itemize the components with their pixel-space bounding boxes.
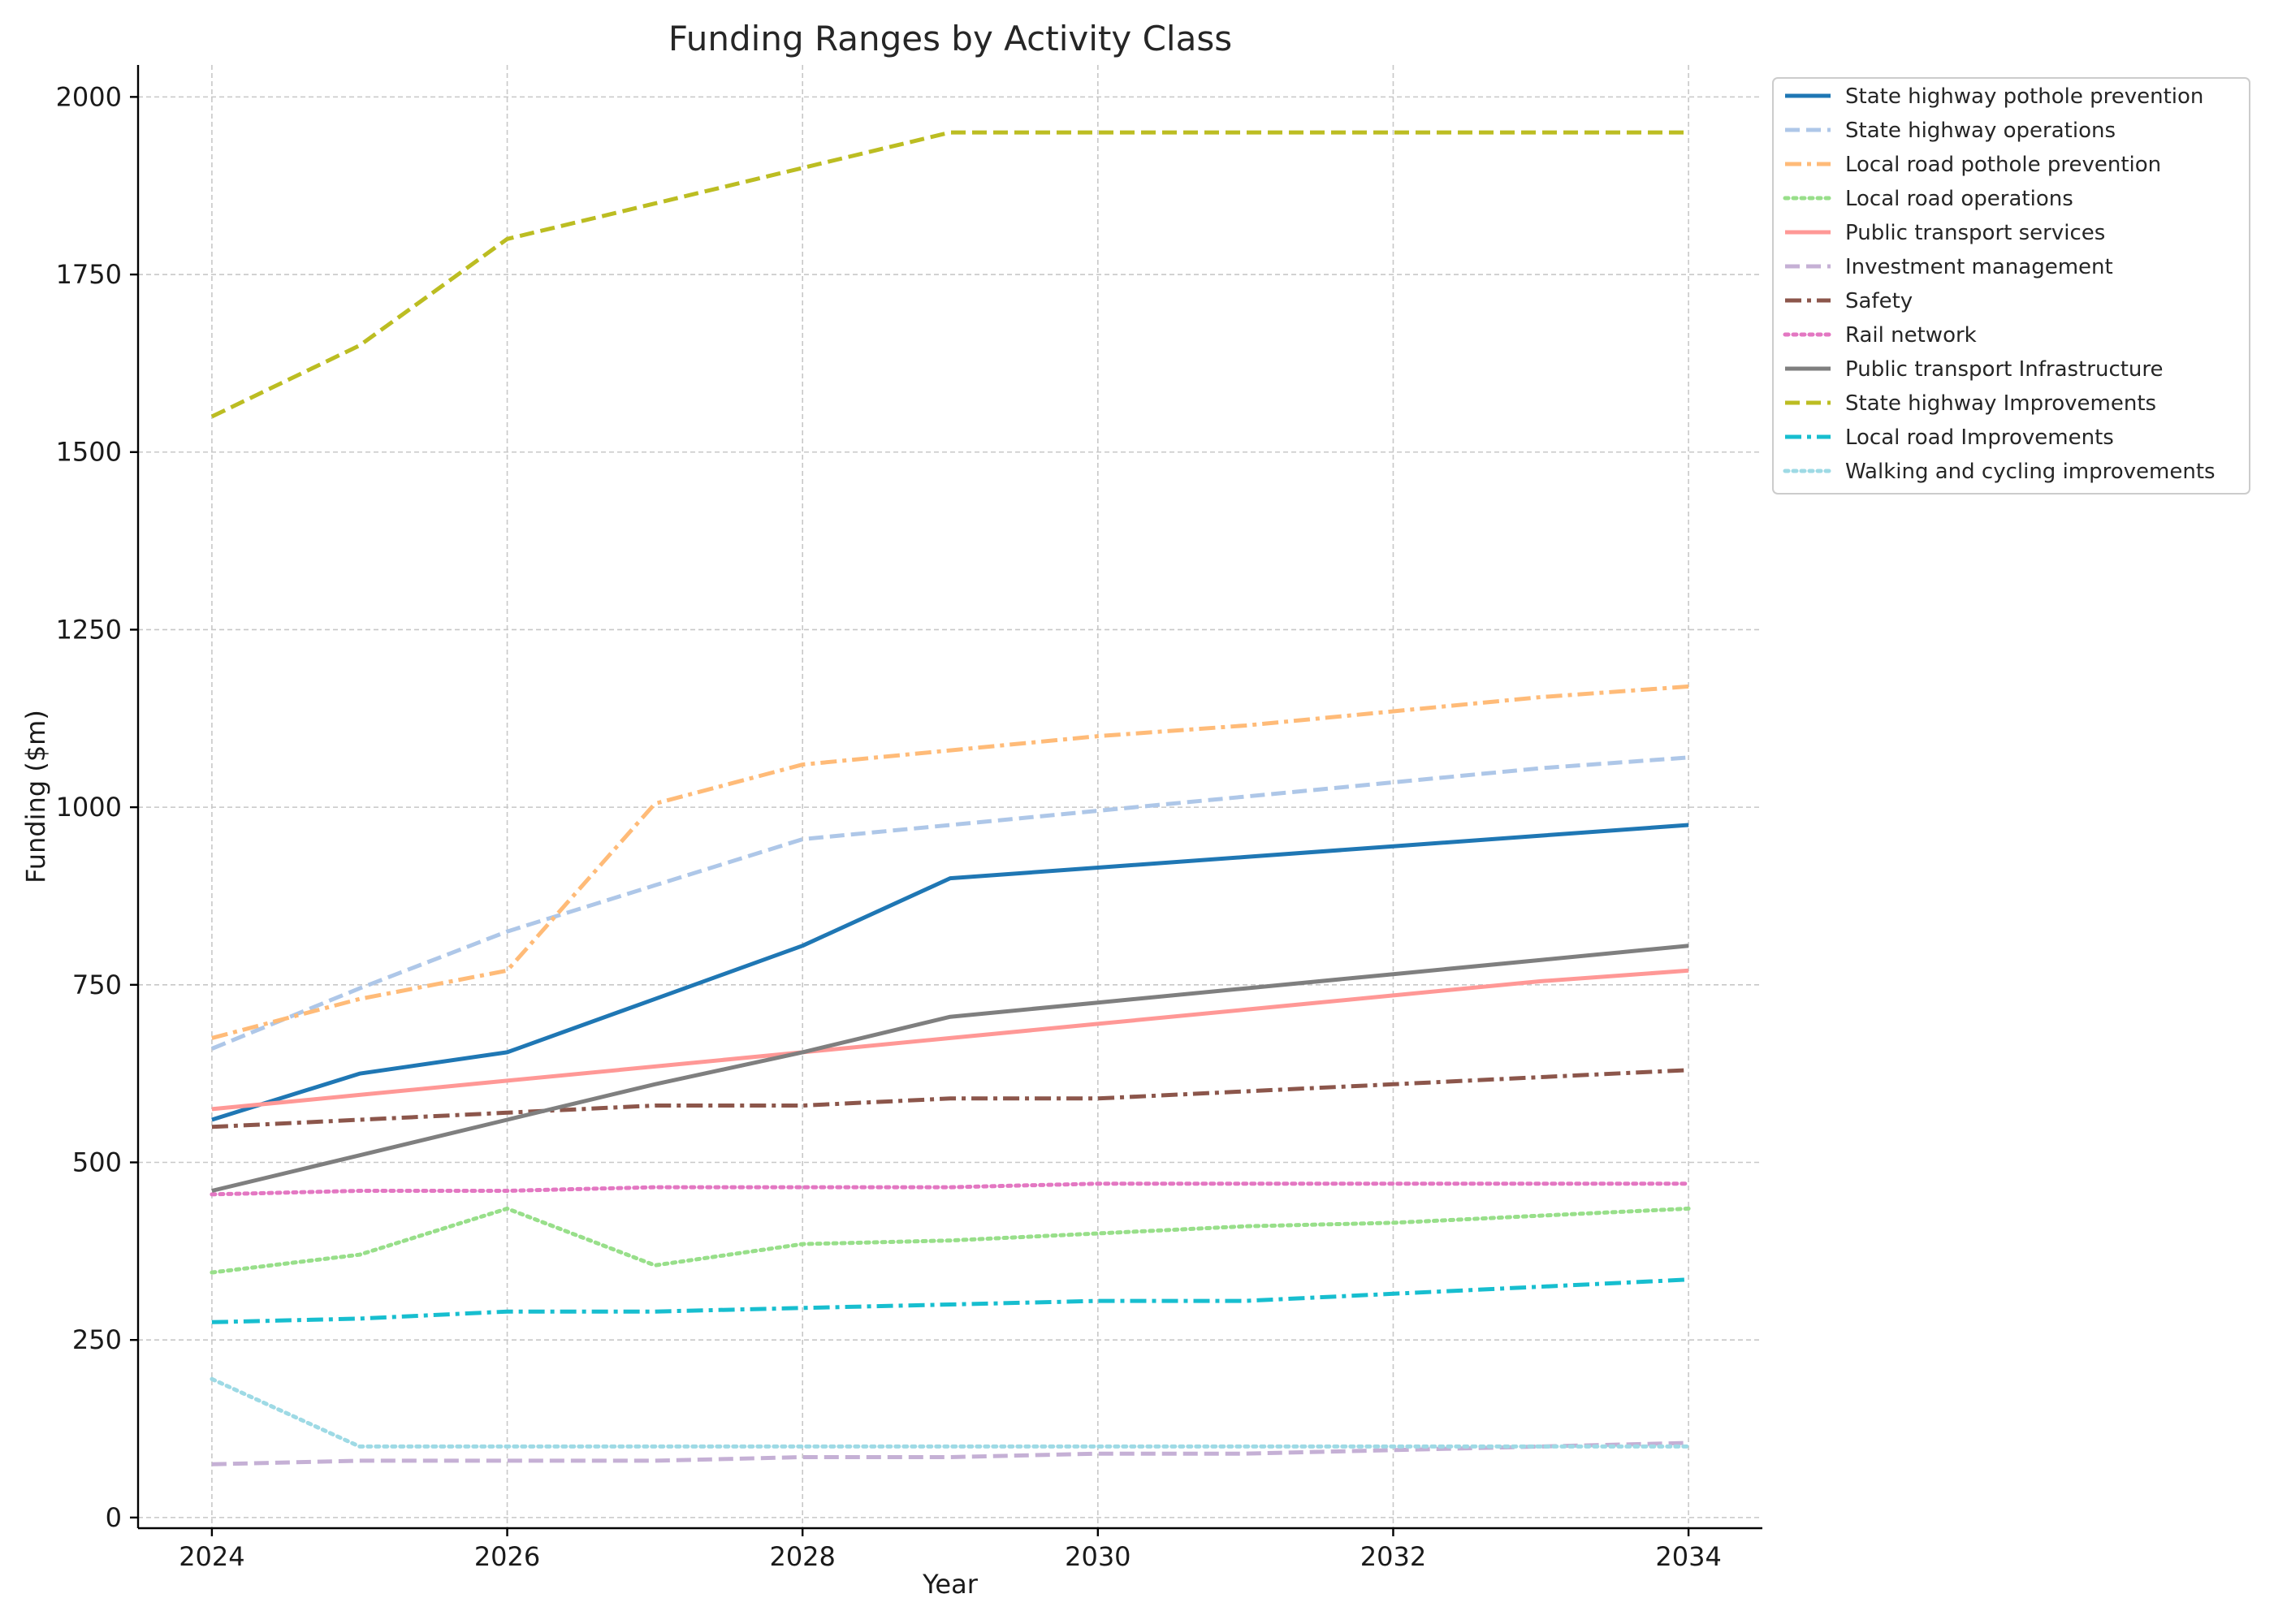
legend-item: State highway operations (1785, 119, 2116, 143)
legend-item: Walking and cycling improvements (1783, 460, 2216, 484)
y-axis-label: Funding ($m) (20, 710, 51, 883)
legend-item: Safety (1785, 289, 1913, 313)
y-tick-label: 1250 (56, 614, 122, 645)
series-lines (210, 130, 1691, 1466)
legend-label: Investment management (1845, 255, 2113, 279)
series-line-10 (210, 130, 1689, 419)
legend-item: State highway pothole prevention (1785, 84, 2203, 109)
series-line-6 (211, 1440, 1689, 1466)
series-line-7 (211, 1068, 1689, 1129)
axes (136, 65, 1762, 1530)
y-tick-label: 250 (72, 1324, 122, 1355)
y-tick-label: 1000 (56, 792, 122, 823)
series-line-2 (210, 755, 1689, 1051)
legend-item: Local road Improvements (1785, 425, 2114, 450)
series-line-8 (210, 1181, 1691, 1197)
legend-label: Local road Improvements (1845, 425, 2114, 450)
series-line-1 (211, 823, 1689, 1122)
x-axis-label: Year (922, 1569, 979, 1600)
legend-label: Local road pothole prevention (1845, 153, 2161, 177)
series-line-11 (211, 1277, 1689, 1324)
x-tick-label: 2026 (474, 1541, 540, 1572)
legend-item: Local road pothole prevention (1785, 153, 2161, 177)
legend-label: Local road operations (1845, 187, 2073, 211)
y-tick-label: 750 (72, 970, 122, 1000)
y-tick-label: 0 (106, 1502, 122, 1533)
legend-item: Local road operations (1783, 187, 2073, 211)
legend-item: State highway Improvements (1785, 391, 2156, 416)
series-line-3 (211, 684, 1689, 1040)
legend-label: Walking and cycling improvements (1845, 460, 2216, 484)
series-line-12 (210, 1376, 1691, 1449)
axis-ticks: 2024 2026 2028 2030 2032 2034 0 250 500 750 1000 12… (56, 81, 1722, 1572)
legend-frame (1772, 77, 2250, 495)
x-tick-label: 2034 (1655, 1541, 1721, 1572)
y-tick-label: 1750 (56, 259, 122, 290)
legend-item: Investment management (1785, 255, 2113, 279)
legend-item: Public transport Infrastructure (1785, 357, 2164, 382)
y-tick-label: 2000 (56, 81, 122, 112)
chart-title: Funding Ranges by Activity Class (668, 19, 1232, 58)
x-tick-label: 2028 (769, 1541, 835, 1572)
series-line-9 (211, 944, 1689, 1193)
legend-item: Public transport services (1785, 221, 2105, 245)
legend-label: State highway operations (1845, 119, 2116, 143)
y-tick-label: 500 (72, 1147, 122, 1178)
x-tick-label: 2030 (1065, 1541, 1131, 1572)
grid (138, 65, 1762, 1528)
legend-label: Safety (1845, 289, 1913, 313)
legend-label: State highway Improvements (1845, 391, 2156, 416)
legend-item: Rail network (1783, 323, 1977, 348)
legend-label: Public transport Infrastructure (1845, 357, 2164, 382)
legend-label: State highway pothole prevention (1845, 84, 2203, 109)
series-line-4 (210, 1206, 1691, 1275)
legend-label: Rail network (1845, 323, 1977, 348)
legend: State highway pothole prevention State hi… (1772, 77, 2250, 495)
x-tick-label: 2024 (179, 1541, 244, 1572)
series-line-5 (211, 968, 1689, 1112)
legend-label: Public transport services (1845, 221, 2105, 245)
y-tick-label: 1500 (56, 437, 122, 468)
x-tick-label: 2032 (1360, 1541, 1426, 1572)
